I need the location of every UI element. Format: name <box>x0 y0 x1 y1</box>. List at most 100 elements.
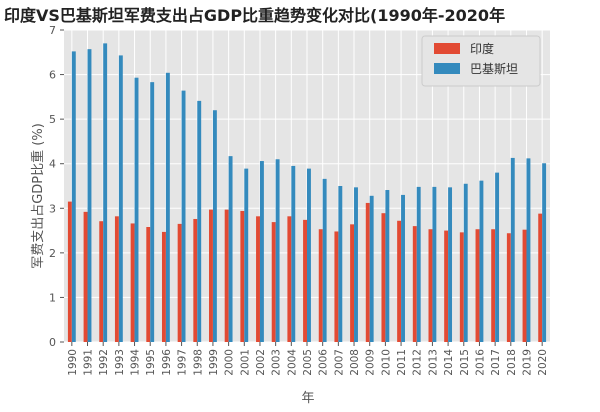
bar-pakistan <box>401 194 405 342</box>
x-tick-label: 2019 <box>521 349 533 376</box>
bar-pakistan <box>212 110 217 342</box>
y-tick-label: 6 <box>49 69 56 82</box>
x-tick-label: 1996 <box>161 349 173 376</box>
x-tick-label: 2007 <box>333 349 345 376</box>
bar-pakistan <box>338 186 343 342</box>
bar-india <box>318 229 323 342</box>
x-tick-label: 2010 <box>380 349 392 376</box>
bar-pakistan <box>510 157 515 342</box>
x-tick-label: 1999 <box>208 349 220 376</box>
bar-pakistan <box>181 90 186 342</box>
bar-india <box>381 213 386 342</box>
bar-pakistan <box>291 165 296 342</box>
x-tick-label: 2014 <box>443 349 455 376</box>
bar-india <box>303 219 307 342</box>
bar-pakistan <box>150 82 155 343</box>
bar-india <box>83 211 88 342</box>
bar-pakistan <box>385 190 390 342</box>
bar-pakistan <box>479 180 484 342</box>
bar-pakistan <box>118 55 123 343</box>
x-tick-label: 2001 <box>239 349 251 376</box>
y-tick-label: 1 <box>49 291 56 304</box>
x-tick-label: 1997 <box>177 349 189 376</box>
x-tick-label: 1994 <box>130 349 142 376</box>
x-tick-label: 2015 <box>459 349 471 376</box>
bar-india <box>287 216 292 342</box>
bar-india <box>177 223 182 342</box>
bar-india <box>224 209 229 342</box>
bar-pakistan <box>71 51 76 342</box>
bar-india <box>428 229 433 342</box>
bars <box>67 43 547 343</box>
x-tick-label: 1991 <box>83 349 95 376</box>
bar-pakistan <box>416 186 421 342</box>
x-tick-label: 2002 <box>255 349 267 376</box>
bar-pakistan <box>322 178 327 342</box>
bar-india <box>491 229 496 342</box>
bar-india <box>114 216 119 342</box>
x-tick-label: 2013 <box>427 349 439 376</box>
y-ticks: 0 1 2 3 4 5 6 7 <box>49 24 64 349</box>
bar-pakistan <box>542 163 547 342</box>
bar-pakistan <box>463 183 468 342</box>
bar-pakistan <box>432 186 437 342</box>
bar-pakistan <box>448 187 453 342</box>
x-tick-label: 1998 <box>192 349 204 376</box>
x-tick-label: 1995 <box>145 349 157 376</box>
bar-india <box>271 222 276 342</box>
y-axis-label: 军费支出占GDP比重 (%) <box>30 123 46 269</box>
bar-pakistan <box>526 158 531 342</box>
x-tick-label: 2003 <box>271 349 283 376</box>
y-tick-label: 2 <box>49 247 56 260</box>
x-tick-label: 2016 <box>474 349 486 376</box>
y-tick-label: 7 <box>49 24 56 37</box>
x-ticks: 1990 1991 1992 1993 1994 1995 1996 1997 1998 1999… <box>67 342 549 376</box>
bar-india <box>146 227 151 342</box>
bar-pakistan <box>495 172 500 342</box>
bar-india <box>193 218 198 342</box>
bar-india <box>475 229 480 342</box>
x-tick-label: 2004 <box>286 349 298 376</box>
x-tick-label: 1993 <box>114 349 126 376</box>
x-tick-label: 2000 <box>224 349 236 376</box>
bar-pakistan <box>134 77 139 342</box>
bar-india <box>334 231 339 342</box>
bar-india <box>459 232 464 342</box>
x-tick-label: 2012 <box>412 349 424 376</box>
x-tick-label: 2018 <box>506 349 518 376</box>
legend-label: 印度 <box>470 41 494 56</box>
y-tick-label: 4 <box>49 158 56 171</box>
bar-pakistan <box>87 49 92 343</box>
bar-india <box>365 202 370 342</box>
bar-india <box>444 230 449 342</box>
legend-label: 巴基斯坦 <box>470 62 518 76</box>
bar-pakistan <box>197 100 202 343</box>
x-tick-label: 2008 <box>349 349 361 376</box>
x-tick-label: 1992 <box>98 349 110 376</box>
bar-pakistan <box>228 156 233 342</box>
y-tick-label: 0 <box>49 336 56 349</box>
bar-india <box>397 220 402 342</box>
bar-pakistan <box>165 72 170 342</box>
bar-pakistan <box>244 168 249 342</box>
bar-india <box>161 231 166 342</box>
x-tick-label: 2006 <box>318 349 330 376</box>
x-tick-label: 2017 <box>490 349 502 376</box>
bar-pakistan <box>103 43 108 342</box>
x-tick-label: 1990 <box>67 349 79 376</box>
bar-india <box>99 221 104 342</box>
bar-india <box>538 213 543 342</box>
bar-pakistan <box>259 161 264 342</box>
bar-india <box>350 224 355 342</box>
bar-india <box>209 209 213 342</box>
bar-india <box>240 210 245 342</box>
y-tick-label: 5 <box>49 113 56 126</box>
bar-pakistan <box>275 159 280 342</box>
x-tick-label: 2009 <box>365 349 377 376</box>
legend-swatch <box>434 63 460 74</box>
y-tick-label: 3 <box>49 202 56 215</box>
x-tick-label: 2020 <box>537 349 549 376</box>
